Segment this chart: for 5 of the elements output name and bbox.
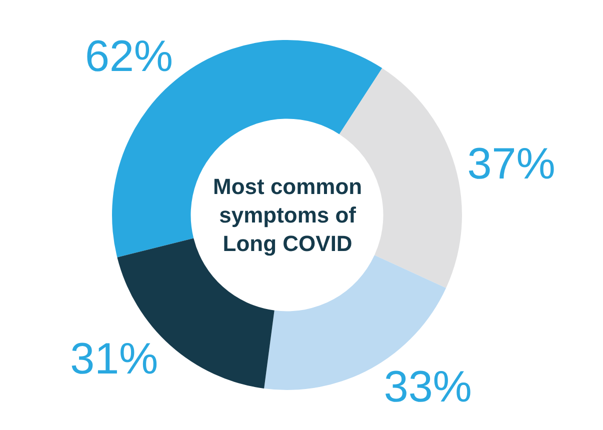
data-label: 37% [467, 140, 556, 189]
data-label: 31% [70, 334, 158, 384]
data-label: 33% [384, 362, 472, 412]
data-label: 62% [84, 32, 174, 81]
text: Most common symptoms of Long COVID [213, 174, 362, 256]
